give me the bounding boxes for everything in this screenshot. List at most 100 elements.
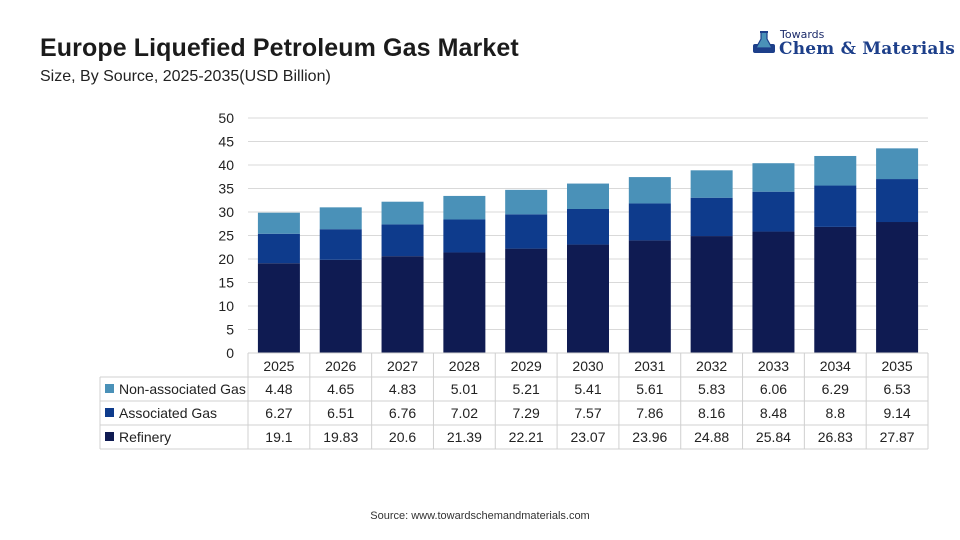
data-table-value: 6.51 (327, 405, 354, 421)
brand-logo: Towards Chem & Materials (748, 26, 955, 62)
x-category-label: 2027 (387, 358, 418, 374)
y-tick-label: 40 (218, 157, 234, 173)
y-tick-label: 10 (218, 298, 234, 314)
y-tick-label: 5 (226, 322, 234, 338)
data-table-value: 5.61 (636, 381, 663, 397)
data-table-value: 4.65 (327, 381, 354, 397)
data-table-value: 4.83 (389, 381, 416, 397)
bar-refinery (876, 222, 919, 353)
data-table-value: 9.14 (883, 405, 910, 421)
data-table-value: 20.6 (389, 429, 416, 445)
y-tick-label: 15 (218, 275, 234, 291)
bar-refinery (690, 236, 733, 353)
x-category-label: 2025 (263, 358, 294, 374)
bar-non-associated-gas (505, 189, 548, 215)
data-table-value: 6.27 (265, 405, 292, 421)
bar-associated-gas (752, 191, 795, 232)
data-table-value: 7.86 (636, 405, 663, 421)
data-table-value: 26.83 (818, 429, 853, 445)
bar-associated-gas (505, 214, 548, 249)
bar-associated-gas (690, 197, 733, 237)
bar-refinery (752, 231, 795, 353)
bar-refinery (319, 259, 362, 353)
y-tick-label: 50 (218, 110, 234, 126)
bar-refinery (443, 252, 486, 353)
bar-non-associated-gas (257, 212, 300, 234)
flask-icon (753, 31, 775, 53)
legend-label: Associated Gas (119, 405, 217, 421)
x-category-label: 2032 (696, 358, 727, 374)
bar-non-associated-gas (752, 163, 795, 192)
data-table-value: 7.57 (574, 405, 601, 421)
legend-swatch (105, 384, 114, 393)
legend-label: Refinery (119, 429, 171, 445)
data-table-value: 8.48 (760, 405, 787, 421)
data-table-value: 6.53 (883, 381, 910, 397)
legend-swatch (105, 408, 114, 417)
y-tick-label: 35 (218, 181, 234, 197)
data-table-value: 8.8 (826, 405, 846, 421)
bar-refinery (505, 248, 548, 353)
bar-non-associated-gas (381, 201, 424, 225)
x-category-label: 2035 (882, 358, 913, 374)
data-table-value: 4.48 (265, 381, 292, 397)
bar-associated-gas (876, 179, 919, 223)
data-table-value: 21.39 (447, 429, 482, 445)
bar-associated-gas (628, 203, 671, 241)
data-table-value: 5.21 (513, 381, 540, 397)
data-table-value: 8.16 (698, 405, 725, 421)
bar-non-associated-gas (319, 207, 362, 230)
data-table-value: 25.84 (756, 429, 791, 445)
data-table-value: 23.96 (632, 429, 667, 445)
bar-non-associated-gas (443, 195, 486, 220)
bar-associated-gas (381, 224, 424, 257)
bar-associated-gas (319, 229, 362, 260)
bar-associated-gas (443, 219, 486, 253)
x-category-label: 2033 (758, 358, 789, 374)
data-table-value: 5.41 (574, 381, 601, 397)
page-subtitle: Size, By Source, 2025-2035(USD Billion) (40, 68, 331, 85)
data-table-value: 6.29 (822, 381, 849, 397)
data-table-value: 5.01 (451, 381, 478, 397)
x-category-label: 2031 (634, 358, 665, 374)
bar-non-associated-gas (628, 177, 671, 204)
y-tick-label: 25 (218, 228, 234, 244)
data-table-value: 7.29 (513, 405, 540, 421)
bar-refinery (628, 240, 671, 353)
data-table-value: 23.07 (570, 429, 605, 445)
data-table-value: 6.06 (760, 381, 787, 397)
bar-non-associated-gas (690, 170, 733, 198)
x-category-label: 2029 (511, 358, 542, 374)
data-table-value: 19.1 (265, 429, 292, 445)
data-table-value: 6.76 (389, 405, 416, 421)
legend-label: Non-associated Gas (119, 381, 246, 397)
bar-non-associated-gas (814, 155, 857, 186)
bar-non-associated-gas (567, 183, 609, 209)
bar-non-associated-gas (876, 148, 919, 180)
y-tick-label: 20 (218, 251, 234, 267)
data-table-value: 7.02 (451, 405, 478, 421)
logo-small-text: Towards (780, 28, 825, 41)
x-category-label: 2026 (325, 358, 356, 374)
data-table-value: 5.83 (698, 381, 725, 397)
x-category-label: 2034 (820, 358, 851, 374)
bar-refinery (567, 244, 609, 353)
logo-main-text: Chem & Materials (779, 39, 956, 59)
data-table-value: 22.21 (509, 429, 544, 445)
bar-refinery (814, 226, 857, 353)
data-table-value: 24.88 (694, 429, 729, 445)
y-tick-label: 30 (218, 204, 234, 220)
x-category-label: 2030 (572, 358, 603, 374)
legend-swatch (105, 432, 114, 441)
source-note: Source: www.towardschemandmaterials.com (370, 510, 590, 522)
bar-associated-gas (814, 185, 857, 227)
y-tick-label: 0 (226, 345, 234, 361)
page-title: Europe Liquefied Petroleum Gas Market (40, 34, 519, 62)
x-category-label: 2028 (449, 358, 480, 374)
bar-associated-gas (567, 208, 609, 245)
y-tick-label: 45 (218, 134, 234, 150)
data-table-value: 19.83 (323, 429, 358, 445)
bar-refinery (381, 256, 424, 353)
data-table-value: 27.87 (880, 429, 915, 445)
